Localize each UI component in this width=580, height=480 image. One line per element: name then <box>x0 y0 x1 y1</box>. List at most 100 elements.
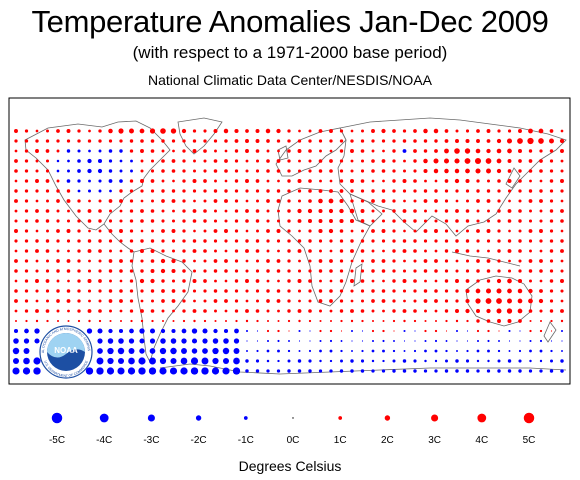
anomaly-dot <box>192 289 197 293</box>
anomaly-dot <box>35 249 39 253</box>
anomaly-dot <box>160 128 166 134</box>
anomaly-dot <box>445 340 448 342</box>
anomaly-dot <box>203 199 207 203</box>
anomaly-dot <box>329 269 333 273</box>
anomaly-dot <box>245 269 249 273</box>
anomaly-dot <box>549 259 554 263</box>
anomaly-dot <box>171 169 176 173</box>
anomaly-dot <box>35 179 39 183</box>
anomaly-dot <box>14 269 18 273</box>
anomaly-dot <box>328 208 334 214</box>
anomaly-dot <box>507 219 512 223</box>
anomaly-dot <box>403 229 406 233</box>
anomaly-dot <box>507 319 512 323</box>
anomaly-dot <box>287 359 291 363</box>
anomaly-dot <box>308 259 312 263</box>
anomaly-dot <box>423 369 428 373</box>
anomaly-dot <box>308 369 312 373</box>
anomaly-dot <box>339 249 344 253</box>
anomaly-dot <box>224 169 228 173</box>
anomaly-dot <box>108 259 113 263</box>
anomaly-dot <box>528 189 533 193</box>
anomaly-dot <box>24 179 29 183</box>
anomaly-dot <box>212 357 219 365</box>
anomaly-dot <box>182 289 186 293</box>
anomaly-dot <box>276 219 281 223</box>
anomaly-dot <box>97 348 103 354</box>
anomaly-dot <box>424 279 427 283</box>
anomaly-dot <box>88 179 91 183</box>
anomaly-dot <box>182 279 186 283</box>
anomaly-dot <box>476 179 480 183</box>
anomaly-dot <box>361 349 364 353</box>
anomaly-dot <box>14 169 18 173</box>
anomaly-dot <box>56 219 60 223</box>
anomaly-dot <box>329 279 333 283</box>
anomaly-dot <box>276 128 281 134</box>
anomaly-dot <box>465 199 470 203</box>
anomaly-dot <box>308 299 312 303</box>
anomaly-dot <box>434 229 438 233</box>
anomaly-dot <box>35 239 39 243</box>
anomaly-dot <box>466 349 469 353</box>
anomaly-dot <box>434 179 438 183</box>
anomaly-dot <box>413 169 417 173</box>
anomaly-dot <box>118 328 124 334</box>
anomaly-dot <box>360 189 365 193</box>
anomaly-dot <box>518 149 522 153</box>
anomaly-dot <box>138 357 146 365</box>
anomaly-dot <box>528 309 533 313</box>
anomaly-dot <box>393 330 395 332</box>
anomaly-dot <box>130 159 133 163</box>
anomaly-dot <box>550 359 553 363</box>
anomaly-dot <box>538 298 544 304</box>
anomaly-dot <box>392 219 396 223</box>
anomaly-dot <box>455 199 459 203</box>
anomaly-dot <box>193 319 196 323</box>
anomaly-dot <box>87 249 92 253</box>
anomaly-dot <box>497 179 501 183</box>
anomaly-dot <box>381 229 386 233</box>
anomaly-dot <box>171 199 176 203</box>
anomaly-dot <box>170 347 177 355</box>
anomaly-dot <box>255 169 260 173</box>
anomaly-dot <box>508 329 511 333</box>
anomaly-dot <box>298 319 301 323</box>
anomaly-dot <box>107 338 114 344</box>
anomaly-dot <box>444 209 449 213</box>
anomaly-dot <box>423 189 428 193</box>
anomaly-dot <box>476 279 480 283</box>
anomaly-dot <box>360 279 365 283</box>
anomaly-dot <box>297 269 302 273</box>
anomaly-dot <box>382 359 385 363</box>
anomaly-dot <box>287 209 291 213</box>
anomaly-dot <box>539 369 543 373</box>
anomaly-dot <box>129 299 134 303</box>
anomaly-dot <box>159 367 167 375</box>
anomaly-dot <box>381 199 386 203</box>
anomaly-dot <box>465 289 470 293</box>
anomaly-dot <box>486 179 491 183</box>
anomaly-dot <box>496 308 502 314</box>
anomaly-dot <box>255 289 260 293</box>
anomaly-dot <box>381 269 386 273</box>
anomaly-dot <box>222 347 230 355</box>
anomaly-dot <box>465 308 470 314</box>
anomaly-dot <box>193 299 196 303</box>
anomaly-dot <box>496 298 502 304</box>
anomaly-dot <box>539 199 543 203</box>
anomaly-dot <box>424 209 427 213</box>
anomaly-dot <box>465 138 470 144</box>
anomaly-dot <box>77 179 81 183</box>
anomaly-dot <box>56 199 60 203</box>
anomaly-dot <box>486 229 491 233</box>
anomaly-dot <box>150 169 155 173</box>
anomaly-dot <box>224 149 228 153</box>
anomaly-dot <box>77 299 81 303</box>
anomaly-dot <box>287 169 291 173</box>
anomaly-dot <box>161 309 165 313</box>
anomaly-dot <box>35 129 39 133</box>
anomaly-dot <box>351 350 353 352</box>
anomaly-dot <box>56 249 60 253</box>
anomaly-dot <box>276 369 281 373</box>
